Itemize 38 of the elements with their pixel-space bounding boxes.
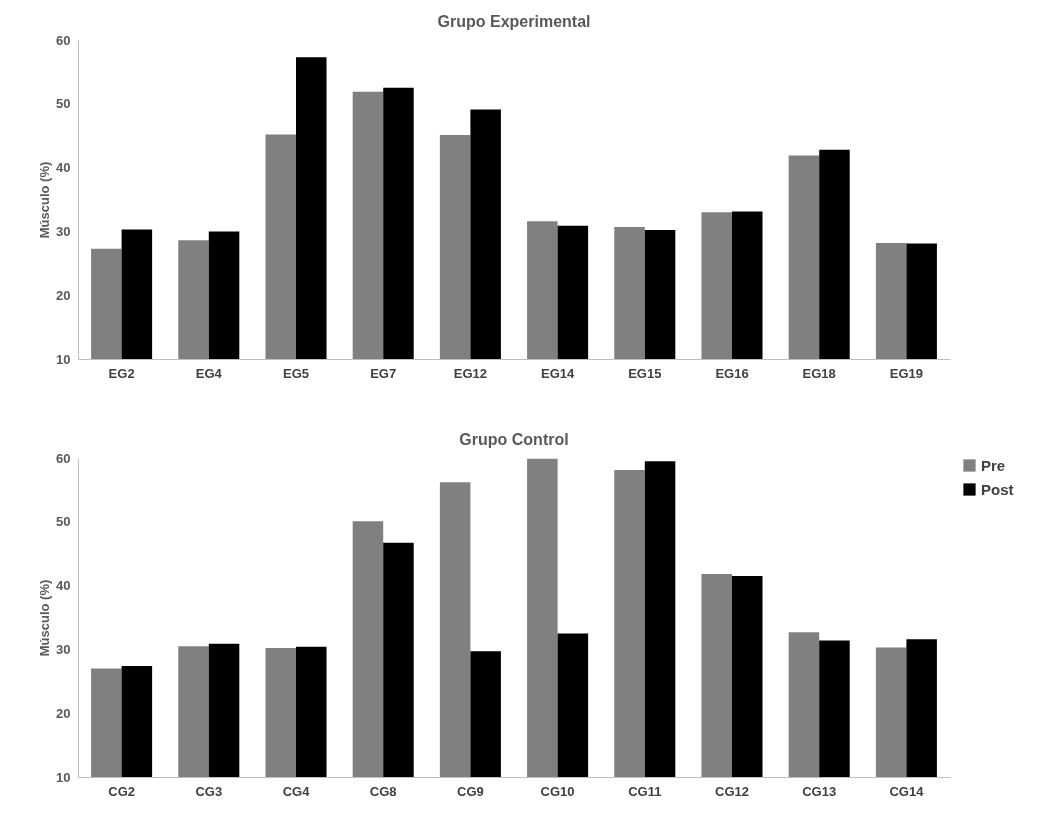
x-tick-label: CG14 [889,783,925,799]
y-tick-label: 40 [56,578,71,594]
chart-title: Grupo Experimental [437,13,591,30]
x-tick-label: CG3 [195,783,223,799]
x-tick-label: EG14 [540,365,575,381]
x-tick-label: CG12 [715,783,749,799]
y-tick-label: 60 [56,32,71,48]
x-tick-label: EG12 [453,365,488,381]
y-tick-label: 50 [56,514,71,530]
x-tick-label: CG13 [802,783,837,799]
x-tick-label: EG15 [628,365,662,381]
x-tick-label: CG8 [369,783,397,799]
x-tick-label: EG2 [108,365,135,381]
x-tick-label: EG5 [282,365,310,381]
y-tick-label: 60 [56,450,71,466]
y-axis-title: Músculo (%) [37,161,53,239]
x-tick-label: EG19 [889,365,924,381]
x-tick-label: CG10 [540,783,575,799]
x-tick-label: CG4 [282,783,311,799]
x-tick-label: CG2 [108,783,135,799]
x-tick-label: CG9 [457,783,484,799]
chart-title: Grupo Control [459,431,569,448]
x-tick-label: EG18 [802,365,836,381]
y-tick-label: 10 [56,351,71,367]
y-tick-label: 30 [56,223,71,239]
y-axis-title: Músculo (%) [37,579,53,657]
legend-label: Post [981,480,1014,498]
y-tick-label: 30 [56,641,71,657]
y-tick-label: 40 [56,160,71,176]
x-tick-label: EG16 [715,365,749,381]
x-tick-label: EG4 [195,365,223,381]
x-tick-label: CG11 [628,783,662,799]
y-tick-label: 20 [56,705,71,721]
y-tick-label: 20 [56,287,71,303]
y-tick-label: 50 [56,96,71,112]
y-tick-label: 10 [56,769,71,785]
legend-label: Pre [981,456,1006,474]
x-tick-label: EG7 [370,365,397,381]
